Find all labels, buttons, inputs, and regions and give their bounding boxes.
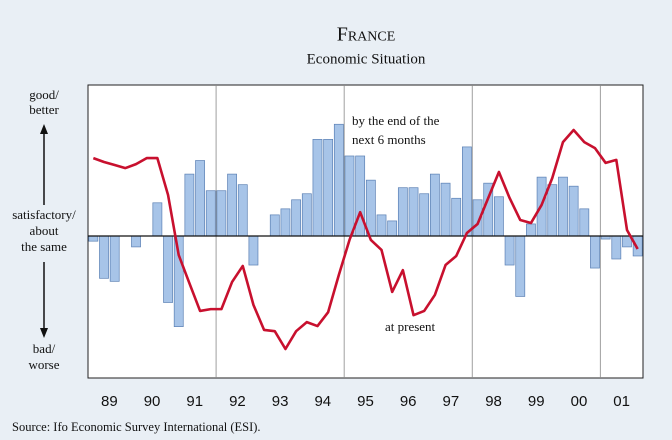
bar: [397, 187, 408, 237]
annotation: at present: [385, 319, 436, 334]
bar: [344, 155, 355, 237]
bar: [216, 190, 227, 237]
x-tick-label: 99: [528, 393, 545, 410]
bar: [227, 173, 237, 237]
bar: [88, 235, 99, 242]
bar: [291, 199, 302, 237]
x-tick-label: 93: [272, 393, 289, 410]
bar: [376, 214, 387, 237]
y-label: the same: [21, 239, 67, 254]
bar: [590, 235, 600, 269]
annotation: next 6 months: [352, 132, 426, 147]
x-tick-label: 98: [485, 393, 502, 410]
bar: [195, 160, 205, 237]
x-tick-label: 01: [613, 393, 630, 410]
bar: [152, 202, 163, 237]
bar: [429, 173, 440, 237]
bar: [504, 235, 515, 266]
x-tick-label: 97: [443, 393, 460, 410]
bar: [131, 235, 141, 248]
bar: [419, 193, 430, 237]
bar: [205, 190, 216, 237]
x-tick-label: 89: [101, 393, 118, 410]
bar: [237, 184, 248, 237]
bar: [184, 173, 195, 237]
bar: [440, 182, 451, 237]
bar: [568, 185, 579, 237]
bar: [269, 214, 280, 237]
x-tick-label: 95: [357, 393, 374, 410]
bar: [301, 193, 312, 237]
bar: [323, 139, 334, 237]
chart-title: France: [337, 24, 396, 46]
arrow-head: [40, 124, 48, 134]
bar: [547, 184, 558, 237]
bar: [515, 235, 526, 297]
bar: [558, 176, 568, 237]
x-tick-label: 96: [400, 393, 417, 410]
bar: [451, 197, 462, 237]
y-label: good/: [29, 87, 59, 102]
y-label: worse: [28, 357, 59, 372]
bar: [99, 235, 109, 279]
bar: [280, 208, 291, 237]
bar: [312, 139, 323, 237]
bar: [365, 179, 376, 237]
source: Source: Ifo Economic Survey Internationa…: [12, 420, 261, 434]
bar: [387, 220, 398, 237]
x-tick-label: 91: [186, 393, 203, 410]
bar: [579, 208, 590, 237]
bar: [248, 235, 259, 266]
x-tick-label: 90: [144, 393, 161, 410]
y-label: bad/: [33, 341, 56, 356]
bar: [462, 146, 472, 237]
chart-subtitle: Economic Situation: [307, 51, 426, 67]
y-label: about: [30, 223, 59, 238]
bar: [494, 196, 504, 237]
line: [92, 128, 639, 351]
x-tick-label: 94: [314, 393, 331, 410]
annotation: by the end of the: [352, 113, 440, 128]
bar: [109, 235, 120, 282]
bar: [611, 235, 622, 260]
bar: [526, 223, 536, 237]
arrow-head: [40, 328, 48, 338]
bar: [163, 235, 173, 303]
bar: [333, 123, 344, 237]
x-tick-label: 00: [571, 393, 588, 410]
y-label: satisfactory/: [12, 207, 76, 222]
x-tick-label: 92: [229, 393, 246, 410]
bar: [408, 187, 419, 237]
y-label: better: [29, 102, 59, 117]
